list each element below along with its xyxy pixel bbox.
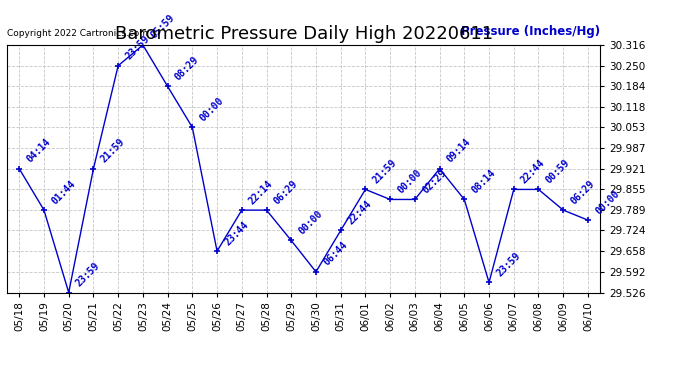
Text: 00:00: 00:00 bbox=[297, 209, 324, 236]
Text: 00:59: 00:59 bbox=[544, 158, 572, 185]
Text: 21:59: 21:59 bbox=[99, 137, 127, 165]
Text: 00:00: 00:00 bbox=[198, 95, 226, 123]
Text: 22:44: 22:44 bbox=[346, 198, 374, 226]
Text: 23:59: 23:59 bbox=[495, 251, 522, 278]
Text: 00:00: 00:00 bbox=[395, 168, 424, 195]
Text: 22:14: 22:14 bbox=[247, 178, 275, 206]
Text: 23:44: 23:44 bbox=[223, 219, 250, 247]
Text: 04:14: 04:14 bbox=[25, 137, 52, 165]
Text: 06:29: 06:29 bbox=[569, 178, 597, 206]
Text: 08:14: 08:14 bbox=[470, 168, 497, 195]
Text: 23:59: 23:59 bbox=[75, 261, 102, 288]
Text: Pressure (Inches/Hg): Pressure (Inches/Hg) bbox=[461, 25, 600, 38]
Text: 06:44: 06:44 bbox=[322, 240, 349, 268]
Text: 01:44: 01:44 bbox=[50, 178, 77, 206]
Text: 08:29: 08:29 bbox=[173, 54, 201, 82]
Text: 00:00: 00:00 bbox=[593, 188, 621, 216]
Text: 05:59: 05:59 bbox=[148, 13, 176, 41]
Text: 02:29: 02:29 bbox=[420, 168, 448, 195]
Text: Copyright 2022 Cartronics.com: Copyright 2022 Cartronics.com bbox=[7, 28, 148, 38]
Title: Barometric Pressure Daily High 20220611: Barometric Pressure Daily High 20220611 bbox=[115, 26, 493, 44]
Text: 22:44: 22:44 bbox=[520, 158, 547, 185]
Text: 09:14: 09:14 bbox=[445, 137, 473, 165]
Text: 23:59: 23:59 bbox=[124, 34, 152, 62]
Text: 06:29: 06:29 bbox=[272, 178, 300, 206]
Text: 21:59: 21:59 bbox=[371, 158, 399, 185]
